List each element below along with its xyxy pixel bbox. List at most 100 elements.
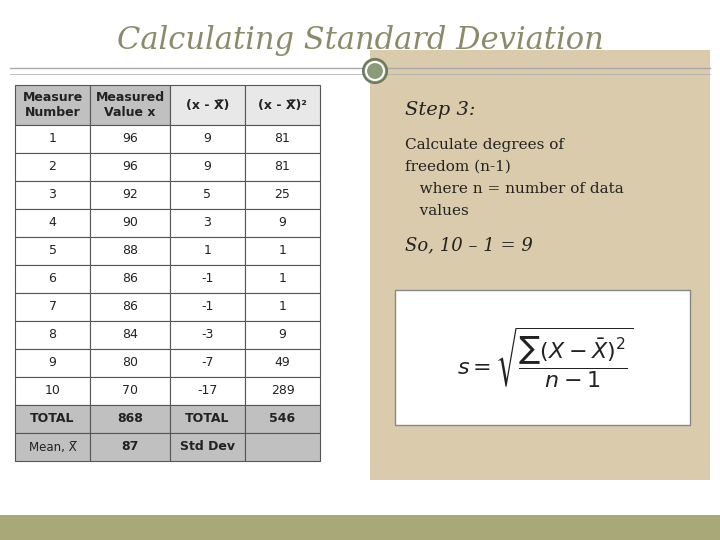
FancyBboxPatch shape (170, 349, 245, 377)
Text: TOTAL: TOTAL (185, 413, 230, 426)
FancyBboxPatch shape (245, 405, 320, 433)
Text: freedom (n-1): freedom (n-1) (405, 160, 511, 174)
FancyBboxPatch shape (370, 50, 710, 480)
Text: Std Dev: Std Dev (180, 441, 235, 454)
Text: 92: 92 (122, 188, 138, 201)
Text: 81: 81 (274, 132, 290, 145)
Text: 2: 2 (48, 160, 56, 173)
Text: 1: 1 (48, 132, 56, 145)
FancyBboxPatch shape (170, 293, 245, 321)
Text: 9: 9 (204, 132, 212, 145)
FancyBboxPatch shape (245, 349, 320, 377)
FancyBboxPatch shape (170, 321, 245, 349)
FancyBboxPatch shape (90, 265, 170, 293)
Text: 3: 3 (204, 217, 212, 230)
FancyBboxPatch shape (245, 293, 320, 321)
FancyBboxPatch shape (15, 349, 90, 377)
FancyBboxPatch shape (15, 237, 90, 265)
Text: So, 10 – 1 = 9: So, 10 – 1 = 9 (405, 236, 533, 254)
FancyBboxPatch shape (90, 181, 170, 209)
Text: 49: 49 (274, 356, 290, 369)
FancyBboxPatch shape (170, 237, 245, 265)
Text: 4: 4 (48, 217, 56, 230)
FancyBboxPatch shape (245, 85, 320, 125)
Text: 1: 1 (279, 300, 287, 314)
Text: 81: 81 (274, 160, 290, 173)
FancyBboxPatch shape (15, 377, 90, 405)
Text: 546: 546 (269, 413, 296, 426)
Text: (x - X̅): (x - X̅) (186, 98, 229, 111)
FancyBboxPatch shape (170, 125, 245, 153)
Text: 86: 86 (122, 273, 138, 286)
FancyBboxPatch shape (15, 433, 90, 461)
Text: (x - X̅)²: (x - X̅)² (258, 98, 307, 111)
Text: where n = number of data: where n = number of data (405, 182, 624, 196)
FancyBboxPatch shape (170, 153, 245, 181)
Text: -1: -1 (202, 300, 214, 314)
FancyBboxPatch shape (90, 85, 170, 125)
Text: 5: 5 (204, 188, 212, 201)
Text: Measure
Number: Measure Number (22, 91, 83, 119)
Text: Measured
Value x: Measured Value x (96, 91, 165, 119)
FancyBboxPatch shape (0, 515, 720, 540)
FancyBboxPatch shape (170, 85, 245, 125)
Circle shape (363, 59, 387, 83)
FancyBboxPatch shape (90, 293, 170, 321)
FancyBboxPatch shape (90, 125, 170, 153)
Text: values: values (405, 204, 469, 218)
Text: 7: 7 (48, 300, 56, 314)
Text: Mean, X̅: Mean, X̅ (29, 441, 76, 454)
FancyBboxPatch shape (15, 181, 90, 209)
FancyBboxPatch shape (15, 321, 90, 349)
FancyBboxPatch shape (15, 85, 90, 125)
Text: -7: -7 (202, 356, 214, 369)
Text: 86: 86 (122, 300, 138, 314)
Text: 25: 25 (274, 188, 290, 201)
FancyBboxPatch shape (245, 181, 320, 209)
Text: 96: 96 (122, 160, 138, 173)
FancyBboxPatch shape (15, 209, 90, 237)
FancyBboxPatch shape (245, 125, 320, 153)
Text: 70: 70 (122, 384, 138, 397)
FancyBboxPatch shape (245, 265, 320, 293)
Text: 96: 96 (122, 132, 138, 145)
Text: -1: -1 (202, 273, 214, 286)
Text: 1: 1 (204, 245, 212, 258)
Text: 8: 8 (48, 328, 56, 341)
FancyBboxPatch shape (90, 349, 170, 377)
Text: Step 3:: Step 3: (405, 101, 475, 119)
FancyBboxPatch shape (170, 209, 245, 237)
Text: Calculate degrees of: Calculate degrees of (405, 138, 564, 152)
FancyBboxPatch shape (15, 153, 90, 181)
Text: 84: 84 (122, 328, 138, 341)
Text: $s = \sqrt{\dfrac{\sum(X-\bar{X})^{2}}{n-1}}$: $s = \sqrt{\dfrac{\sum(X-\bar{X})^{2}}{n… (456, 326, 633, 390)
Text: 868: 868 (117, 413, 143, 426)
Text: 80: 80 (122, 356, 138, 369)
Text: 88: 88 (122, 245, 138, 258)
Text: 6: 6 (48, 273, 56, 286)
Text: TOTAL: TOTAL (30, 413, 75, 426)
FancyBboxPatch shape (15, 293, 90, 321)
FancyBboxPatch shape (90, 153, 170, 181)
Text: 87: 87 (121, 441, 139, 454)
FancyBboxPatch shape (245, 321, 320, 349)
FancyBboxPatch shape (170, 405, 245, 433)
FancyBboxPatch shape (90, 377, 170, 405)
FancyBboxPatch shape (245, 153, 320, 181)
Text: 90: 90 (122, 217, 138, 230)
Text: 3: 3 (48, 188, 56, 201)
Text: 1: 1 (279, 245, 287, 258)
FancyBboxPatch shape (90, 209, 170, 237)
Text: 9: 9 (48, 356, 56, 369)
FancyBboxPatch shape (170, 377, 245, 405)
FancyBboxPatch shape (90, 237, 170, 265)
Text: 9: 9 (279, 217, 287, 230)
Text: 9: 9 (204, 160, 212, 173)
FancyBboxPatch shape (170, 181, 245, 209)
FancyBboxPatch shape (90, 433, 170, 461)
FancyBboxPatch shape (245, 433, 320, 461)
Text: 5: 5 (48, 245, 56, 258)
FancyBboxPatch shape (170, 265, 245, 293)
FancyBboxPatch shape (395, 290, 690, 425)
Text: Calculating Standard Deviation: Calculating Standard Deviation (117, 24, 603, 56)
